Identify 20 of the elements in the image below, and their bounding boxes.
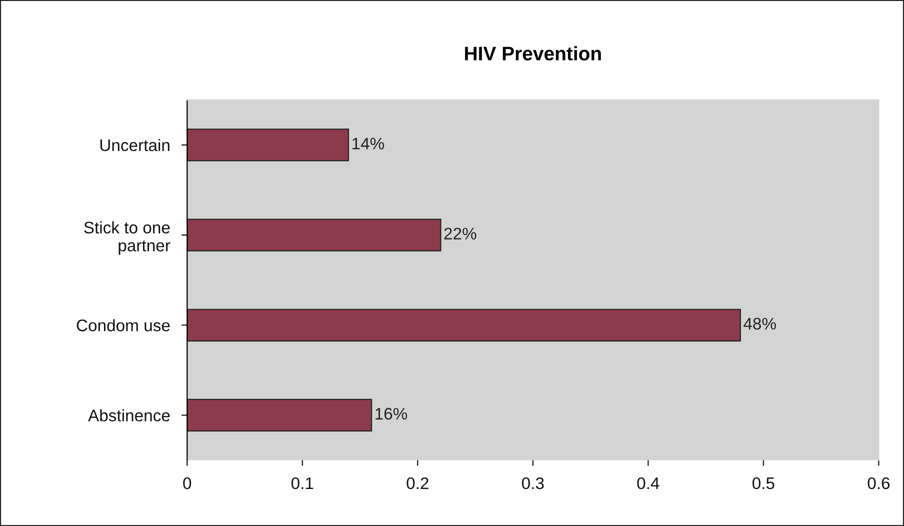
x-tick-label: 0.6	[868, 477, 890, 490]
data-label: 14%	[352, 138, 384, 150]
data-label: 22%	[444, 228, 476, 240]
y-tick-label: Uncertain	[100, 138, 170, 152]
bar	[187, 398, 372, 432]
x-tick-label: 0	[183, 477, 192, 490]
x-tick-label: 0.4	[637, 477, 660, 490]
x-tick-label: 0.5	[752, 477, 774, 490]
data-label: 48%	[744, 318, 776, 330]
y-tick-label: Stick to one partner	[84, 221, 170, 255]
bar	[187, 308, 741, 342]
y-tick-label: Abstinence	[88, 409, 170, 422]
y-tick-label: Condom use	[76, 319, 170, 332]
x-tick-label: 0.3	[522, 477, 544, 490]
bar	[187, 128, 350, 162]
x-tick-label: 0.1	[291, 477, 314, 490]
data-label: 16%	[376, 408, 408, 420]
bar	[187, 218, 442, 252]
x-tick-label: 0.2	[406, 477, 428, 490]
chart-title: HIV Prevention	[465, 46, 601, 60]
